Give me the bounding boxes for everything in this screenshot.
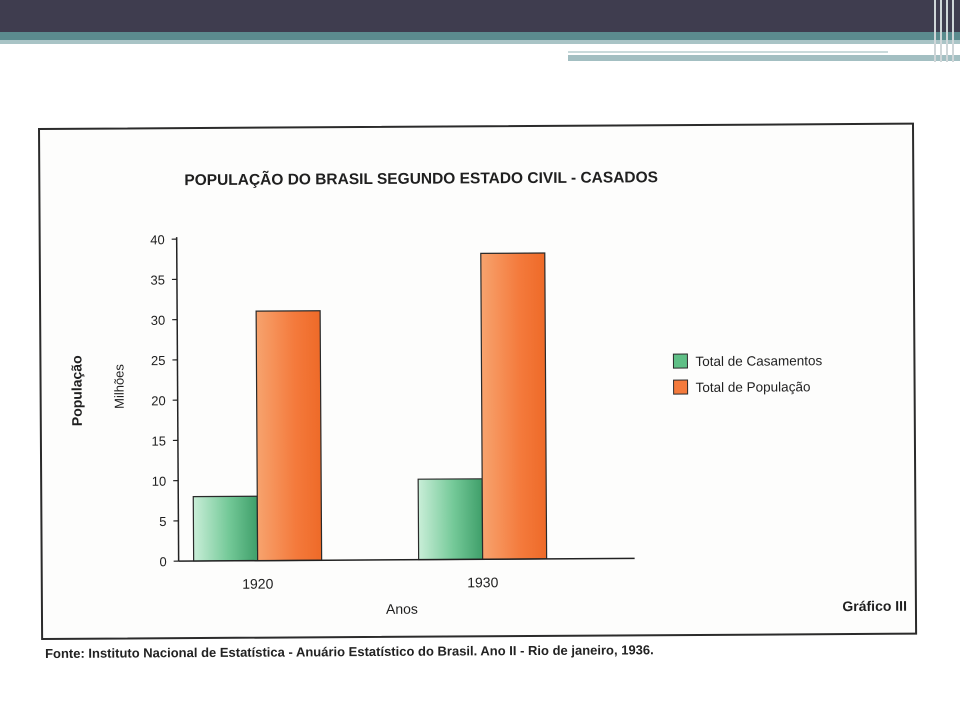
y-tick-label: 15 xyxy=(151,433,166,448)
slide-accent-band-light xyxy=(0,40,960,44)
bar-1920-populacao xyxy=(255,310,323,562)
legend-label: Total de População xyxy=(696,379,811,395)
x-axis-label: Anos xyxy=(386,601,418,617)
x-tick-label: 1930 xyxy=(467,574,498,590)
legend-label: Total de Casamentos xyxy=(695,353,822,369)
chart-legend: Total de Casamentos Total de População xyxy=(672,353,823,395)
y-tick-label: 40 xyxy=(150,232,165,247)
y-tick-label: 0 xyxy=(159,554,166,569)
slide-accent-line-thin xyxy=(568,51,888,53)
legend-swatch xyxy=(673,379,689,395)
bar-1930-populacao xyxy=(480,252,548,560)
bar-1920-casamentos xyxy=(192,495,259,562)
y-tick-label: 25 xyxy=(151,353,166,368)
x-tick-label: 1920 xyxy=(242,576,273,592)
chart-frame: POPULAÇÃO DO BRASIL SEGUNDO ESTADO CIVIL… xyxy=(38,122,918,640)
chart-title: POPULAÇÃO DO BRASIL SEGUNDO ESTADO CIVIL… xyxy=(184,168,658,189)
y-tick-label: 5 xyxy=(159,514,166,529)
figure-label: Gráfico III xyxy=(842,598,907,614)
bar-chart: POPULAÇÃO DO BRASIL SEGUNDO ESTADO CIVIL… xyxy=(68,168,907,617)
y-axis-label: População xyxy=(68,355,84,426)
slide-corner-lines xyxy=(932,0,960,62)
y-tick-label: 20 xyxy=(151,393,166,408)
x-axis-line xyxy=(178,557,635,562)
y-tick-label: 35 xyxy=(150,272,165,287)
y-axis-line xyxy=(175,237,180,562)
slide-accent-band xyxy=(0,32,960,40)
source-note: Fonte: Instituto Nacional de Estatística… xyxy=(45,642,654,661)
slide-accent-line xyxy=(568,55,960,61)
y-tick-label: 10 xyxy=(152,474,167,489)
legend-swatch xyxy=(672,353,688,369)
slide-top-bar xyxy=(0,0,960,32)
y-tick-label: 30 xyxy=(151,313,166,328)
y-axis-unit: Milhões xyxy=(111,364,126,409)
bar-1930-casamentos xyxy=(417,478,484,561)
